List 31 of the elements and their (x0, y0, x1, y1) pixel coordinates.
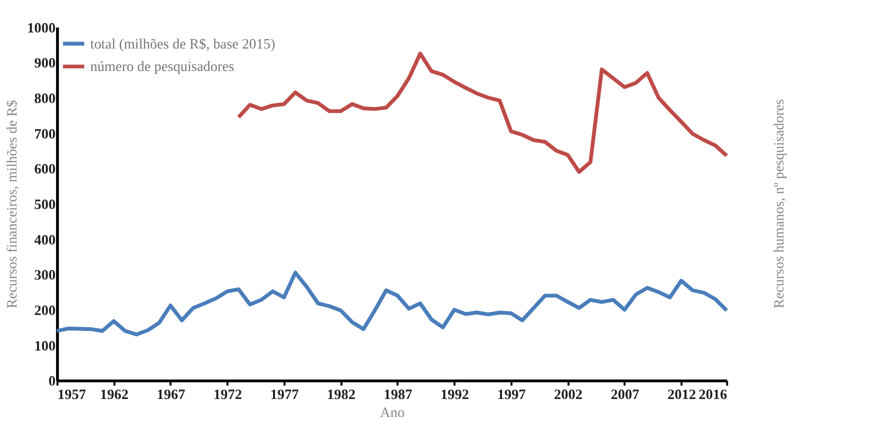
legend-label: total (milhões de R$, base 2015) (90, 36, 276, 52)
x-tick-label: 1972 (213, 386, 242, 403)
x-tick-label: 1957 (57, 386, 86, 403)
x-tick-label: 1967 (156, 386, 186, 403)
y2-axis-title: Recursos humanos, nº pesquisadores (772, 98, 788, 308)
y-tick-label: 500 (34, 196, 56, 213)
y-tick-label: 700 (34, 126, 56, 142)
y-tick-label: 600 (34, 162, 56, 178)
legend-label: número de pesquisadores (90, 59, 235, 76)
y-tick-label: 300 (34, 268, 56, 284)
y-tick-label: 1000 (27, 20, 56, 36)
line-series (236, 52, 729, 174)
y-tick-label: 200 (34, 302, 56, 319)
line-series (55, 270, 729, 336)
x-tick-label: 1977 (270, 386, 299, 403)
x-tick-label: 2002 (554, 386, 582, 403)
x-axis-title: Ano (380, 404, 405, 421)
x-tick-label: 2016 (698, 386, 728, 403)
y-tick-label: 0 (48, 374, 56, 390)
x-tick-label: 2007 (610, 386, 640, 403)
x-tick-label: 1987 (384, 386, 412, 403)
x-tick-label: 1997 (497, 386, 526, 403)
y-axis-title: Recursos financeiros, milhões de R$ (4, 100, 21, 308)
y-tick-label: 400 (34, 232, 56, 248)
x-tick-label: 1962 (100, 386, 128, 403)
x-tick-label: 1982 (326, 386, 356, 403)
y-tick-label: 800 (34, 90, 56, 107)
y-tick-label: 900 (34, 56, 56, 72)
x-tick-label: 1992 (440, 386, 469, 403)
y-tick-label: 100 (34, 338, 56, 354)
x-tick-label: 2012 (668, 386, 696, 403)
